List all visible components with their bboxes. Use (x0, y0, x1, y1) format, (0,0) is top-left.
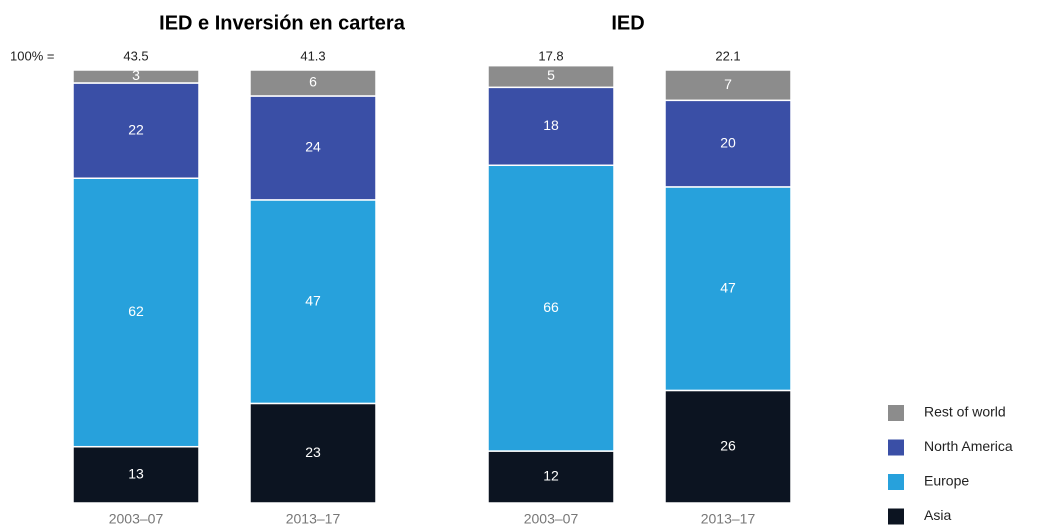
legend-label: Rest of world (924, 404, 1006, 420)
legend-label: North America (924, 438, 1013, 454)
value-label: 62 (128, 303, 144, 319)
bar-segment (249, 69, 377, 97)
value-label: 47 (305, 292, 321, 308)
bar-segment (249, 95, 377, 201)
bar-segment (249, 402, 377, 504)
value-label: 47 (720, 279, 736, 295)
legend-label: Europe (924, 473, 969, 489)
value-label: 20 (720, 134, 736, 150)
value-label: 13 (128, 466, 144, 482)
bar-segment (72, 177, 200, 448)
bar-segment (487, 64, 615, 89)
bar-segment (72, 445, 200, 504)
value-label: 22 (128, 121, 144, 137)
bar-segment (664, 99, 792, 188)
legend-swatch (888, 508, 904, 525)
value-label: 3 (132, 67, 140, 83)
value-label: 26 (720, 437, 736, 453)
x-tick-label: 2013–17 (286, 511, 341, 527)
value-label: 7 (724, 76, 732, 92)
value-label: 6 (309, 74, 317, 90)
value-label: 66 (543, 299, 559, 315)
bar-segment (664, 186, 792, 392)
chart-title: IED (611, 12, 644, 34)
bar-segment (664, 389, 792, 504)
value-label: 23 (305, 444, 321, 460)
value-label: 5 (547, 67, 555, 83)
x-tick-label: 2013–17 (701, 511, 756, 527)
x-tick-label: 2003–07 (109, 511, 164, 527)
total-value: 22.1 (715, 48, 740, 63)
legend-swatch (888, 474, 904, 490)
total-value: 43.5 (123, 48, 148, 63)
bar-segment (664, 69, 792, 102)
legend-swatch (888, 439, 904, 456)
x-tick-label: 2003–07 (524, 511, 579, 527)
total-value: 17.8 (538, 48, 563, 63)
legend-label: Asia (924, 507, 951, 523)
chart-title: IED e Inversión en cartera (159, 12, 406, 34)
bar-segment (487, 450, 615, 504)
value-label: 18 (543, 117, 559, 133)
bar-segment (487, 164, 615, 452)
value-label: 12 (543, 468, 559, 484)
total-label: 100% = (10, 48, 54, 63)
bar-segment (249, 199, 377, 405)
total-value: 41.3 (300, 48, 325, 63)
value-label: 24 (305, 139, 321, 155)
legend-swatch (888, 405, 904, 421)
bar-segment (72, 69, 200, 84)
